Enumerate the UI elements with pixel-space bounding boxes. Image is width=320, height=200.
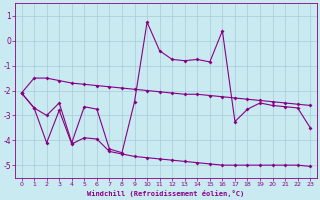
X-axis label: Windchill (Refroidissement éolien,°C): Windchill (Refroidissement éolien,°C) — [87, 190, 244, 197]
